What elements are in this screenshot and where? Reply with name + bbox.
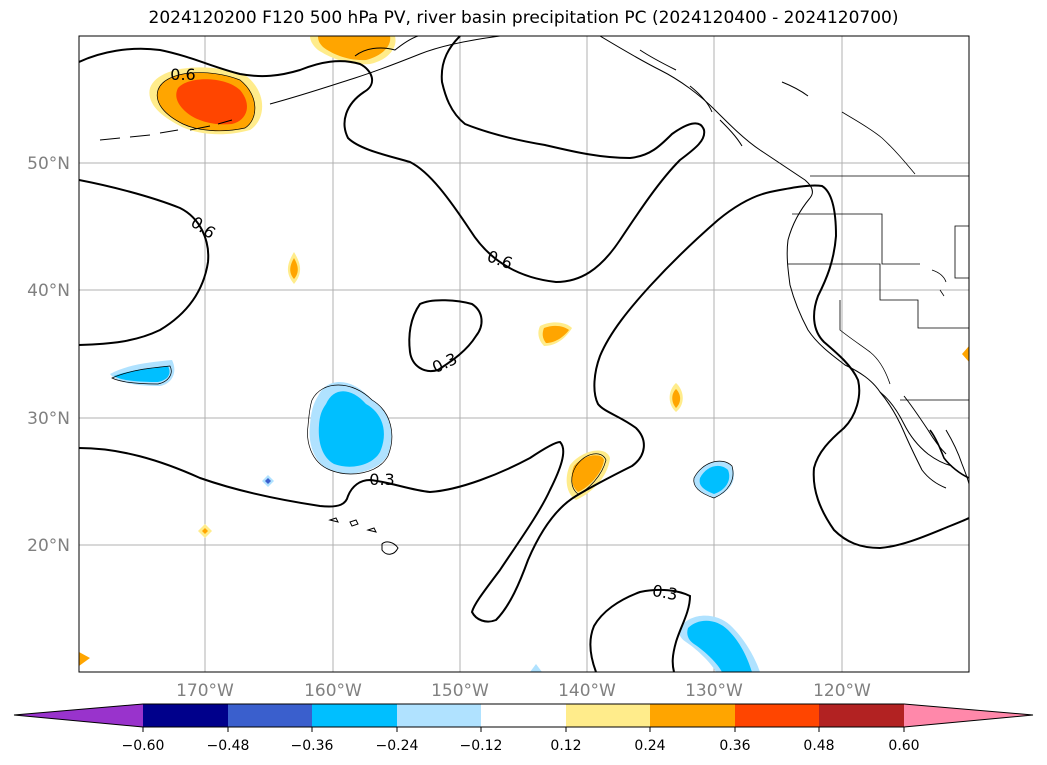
colorbar-extend-low	[14, 704, 143, 727]
precip-outline	[307, 384, 393, 475]
coastlines	[99, 36, 969, 555]
map-frame	[78, 35, 970, 673]
colorbar-label: 0.60	[888, 738, 919, 754]
colorbar-segment	[650, 704, 735, 727]
colorbar-segment	[819, 704, 904, 727]
negative-blob-west	[114, 366, 170, 382]
lon-label-120w: 120°W	[813, 681, 871, 701]
precip-outline	[111, 365, 172, 385]
precip-outline	[693, 460, 734, 499]
colorbar-label: −0.60	[122, 738, 165, 754]
positive-spot	[290, 258, 298, 279]
colorbar-segment	[566, 704, 650, 727]
mexico-coast	[945, 429, 969, 485]
colorbar-label: 0.48	[803, 738, 834, 754]
positive-spot	[542, 325, 569, 343]
colorbar-label: −0.36	[291, 738, 334, 754]
precip-outlines	[111, 72, 734, 499]
borders	[788, 111, 969, 401]
lat-label-30n: 30°N	[27, 409, 70, 429]
colorbar-segment	[143, 704, 228, 727]
baja-coast	[879, 391, 953, 467]
lat-label-40n: 40°N	[27, 281, 70, 301]
lon-label-140w: 140°W	[558, 681, 616, 701]
state-border	[788, 263, 969, 329]
colorbar-label: 0.12	[550, 738, 581, 754]
bc-coast	[599, 36, 813, 199]
pv-contour-06-north	[79, 36, 706, 284]
state-border	[839, 300, 891, 385]
precip-outline	[571, 453, 607, 495]
pv-contour-03-south	[589, 588, 692, 672]
lon-label-160w: 160°W	[304, 681, 362, 701]
lat-label-50n: 50°N	[27, 154, 70, 174]
pv-contours	[79, 36, 969, 672]
positive-blob-nw	[176, 79, 247, 125]
alaska-coast	[269, 36, 501, 105]
negative-blob-central	[318, 391, 384, 467]
map-title: 2024120200 F120 500 hPa PV, river basin …	[148, 8, 899, 28]
contour-label-06: 0.6	[170, 65, 195, 84]
colorbar-label: −0.12	[460, 738, 503, 754]
negative-spot	[265, 478, 271, 484]
lakes	[931, 269, 947, 297]
precip-fill	[79, 36, 969, 672]
lon-label-130w: 130°W	[685, 681, 743, 701]
colorbar-label: −0.48	[207, 738, 250, 754]
lat-labels: 50°N 40°N 30°N 20°N	[27, 154, 70, 556]
map-content: 0.6 0.6 0.6 0.3 0.3 0.3	[79, 36, 969, 672]
positive-spot	[672, 389, 681, 408]
bc-islands	[781, 81, 809, 97]
pv-contour-east	[929, 429, 969, 479]
negative-spot	[530, 664, 542, 672]
us-west-coast	[786, 197, 947, 489]
colorbar-segment	[481, 704, 566, 727]
negative-blob-east	[699, 465, 730, 494]
colorbar-label: −0.24	[376, 738, 419, 754]
canada-province-border	[841, 111, 916, 175]
positive-spot	[79, 652, 90, 666]
colorbar-label: 0.24	[634, 738, 665, 754]
state-border	[792, 213, 920, 265]
pv-contour-06-west	[79, 179, 210, 346]
negative-blob-south	[687, 620, 752, 672]
lon-label-150w: 150°W	[431, 681, 489, 701]
lon-labels: 170°W 160°W 150°W 140°W 130°W 120°W	[176, 681, 871, 701]
positive-blob-central	[571, 455, 604, 492]
bc-islands	[639, 49, 743, 147]
aleutian-islands	[99, 119, 233, 141]
alaska-coast	[354, 36, 419, 57]
precip-outline	[156, 72, 256, 132]
lat-label-20n: 20°N	[27, 536, 70, 556]
pv-contour-03-loop	[408, 299, 483, 372]
colorbar: −0.60 −0.48 −0.36 −0.24 −0.12 0.12 0.24 …	[13, 703, 1034, 754]
colorbar-ticks	[142, 727, 905, 732]
pv-contour-03-central	[79, 184, 969, 623]
colorbar-segment	[312, 704, 397, 727]
colorbar-extend-high	[904, 704, 1033, 727]
state-border	[954, 225, 969, 279]
colorbar-segment	[228, 704, 312, 727]
colorbar-segment	[397, 704, 481, 727]
contour-label-03: 0.3	[651, 581, 679, 604]
contour-label-03: 0.3	[369, 470, 394, 489]
colorbar-segment	[735, 704, 819, 727]
hawaiian-islands	[328, 517, 399, 555]
positive-spot	[962, 346, 969, 362]
positive-blob-top	[318, 36, 391, 61]
colorbar-label: 0.36	[719, 738, 750, 754]
positive-spot	[202, 528, 208, 534]
lon-label-170w: 170°W	[176, 681, 234, 701]
